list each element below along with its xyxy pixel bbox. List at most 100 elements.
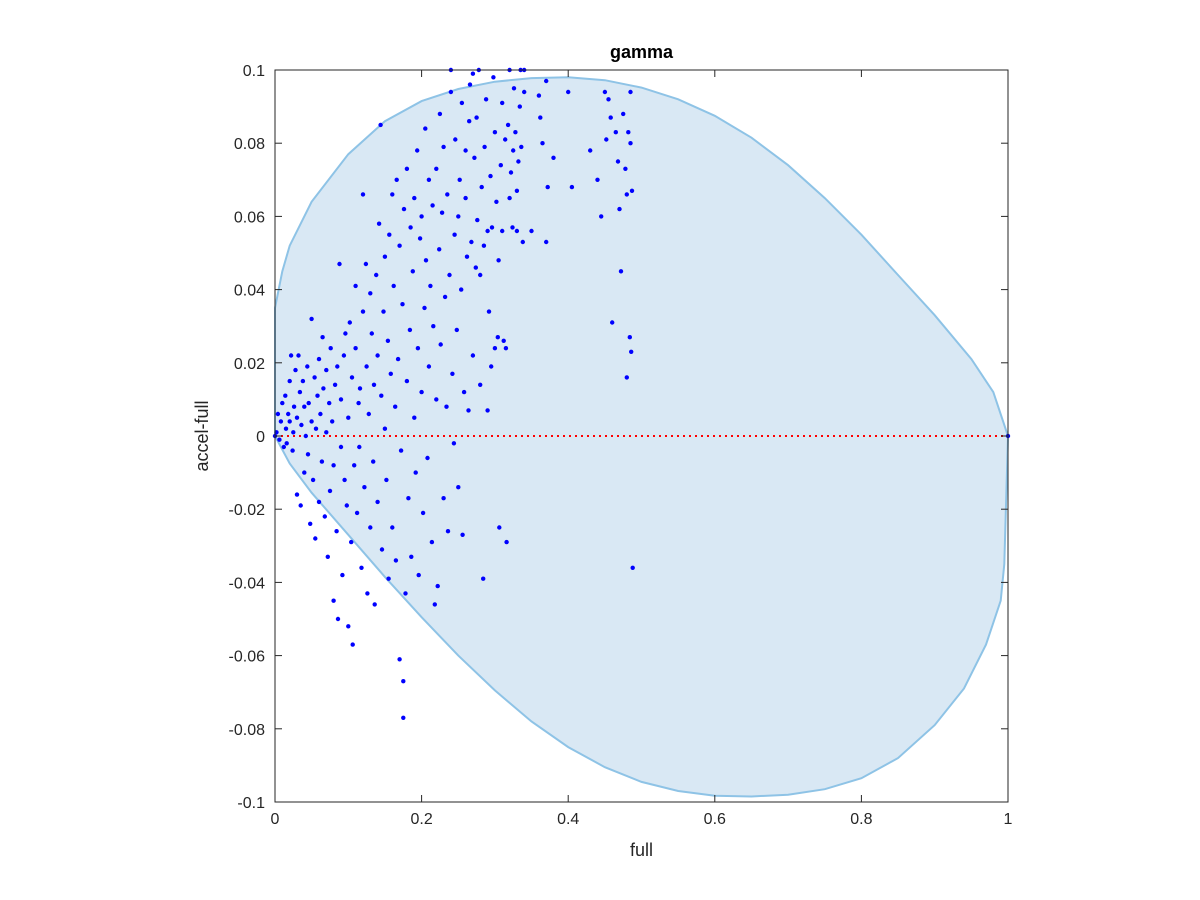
data-point bbox=[438, 342, 443, 347]
data-point bbox=[397, 243, 402, 248]
data-point bbox=[422, 305, 427, 311]
data-point bbox=[375, 353, 380, 358]
data-point bbox=[470, 353, 476, 358]
data-point bbox=[287, 419, 292, 424]
data-point bbox=[604, 137, 609, 142]
data-point bbox=[404, 166, 410, 171]
data-point bbox=[313, 536, 318, 541]
data-point bbox=[338, 444, 344, 450]
data-point bbox=[398, 448, 404, 453]
data-point bbox=[430, 203, 435, 208]
data-point bbox=[520, 239, 525, 245]
data-point bbox=[360, 309, 366, 314]
data-point bbox=[529, 228, 534, 234]
data-point bbox=[617, 206, 622, 212]
data-point bbox=[503, 137, 508, 142]
y-tick-label: -0.02 bbox=[229, 502, 266, 519]
data-point bbox=[403, 591, 408, 596]
data-point bbox=[437, 111, 443, 117]
data-point bbox=[318, 411, 323, 417]
data-point bbox=[286, 411, 291, 417]
data-point bbox=[608, 115, 613, 120]
data-point bbox=[334, 529, 339, 534]
data-point bbox=[415, 148, 420, 153]
y-tick-label: -0.1 bbox=[237, 795, 265, 812]
data-point bbox=[435, 583, 440, 589]
data-point bbox=[335, 364, 340, 369]
data-point bbox=[595, 177, 600, 182]
data-point bbox=[300, 378, 306, 384]
data-point bbox=[503, 346, 509, 351]
data-point bbox=[519, 144, 524, 150]
data-point bbox=[448, 89, 454, 95]
data-point bbox=[354, 510, 360, 516]
y-tick-label: -0.06 bbox=[229, 649, 266, 666]
data-point bbox=[357, 386, 363, 391]
data-point bbox=[322, 514, 327, 519]
data-point bbox=[381, 309, 386, 314]
data-point bbox=[501, 338, 506, 343]
data-point bbox=[275, 411, 281, 417]
data-point bbox=[425, 455, 430, 461]
axis-ticks: 0 0.2 0.4 0.6 0.8 1 -0.1 -0.08 -0.06 -0.04 -0.02 0 0… bbox=[229, 63, 1013, 828]
data-point bbox=[460, 532, 465, 537]
data-point bbox=[469, 239, 474, 245]
data-point bbox=[302, 404, 307, 409]
data-point bbox=[388, 371, 393, 376]
data-point bbox=[478, 272, 483, 278]
data-point bbox=[306, 400, 311, 406]
data-point bbox=[496, 258, 501, 263]
data-point bbox=[394, 177, 399, 182]
data-point bbox=[313, 426, 319, 431]
data-point bbox=[387, 232, 392, 237]
data-point bbox=[412, 195, 417, 201]
data-point bbox=[341, 353, 347, 358]
data-point bbox=[347, 320, 352, 325]
data-point bbox=[400, 302, 405, 307]
data-point bbox=[507, 195, 512, 201]
data-point bbox=[419, 389, 424, 395]
data-point bbox=[522, 89, 527, 95]
data-point bbox=[324, 367, 329, 373]
y-tick-label: 0 bbox=[256, 429, 265, 446]
data-point bbox=[602, 89, 608, 95]
data-point bbox=[382, 426, 388, 431]
data-point bbox=[434, 397, 439, 402]
data-point bbox=[508, 170, 514, 175]
data-point bbox=[459, 100, 465, 106]
data-point bbox=[516, 159, 521, 164]
data-point bbox=[415, 346, 421, 351]
data-point bbox=[410, 269, 415, 274]
data-point bbox=[319, 459, 325, 464]
data-point bbox=[368, 291, 373, 296]
data-point bbox=[498, 163, 503, 168]
data-point bbox=[428, 283, 433, 289]
data-point bbox=[454, 327, 459, 333]
data-point bbox=[514, 228, 520, 234]
data-point bbox=[356, 400, 361, 406]
data-point bbox=[288, 353, 294, 358]
data-point bbox=[342, 477, 347, 483]
data-point bbox=[456, 214, 461, 219]
data-point bbox=[492, 346, 498, 351]
data-point bbox=[457, 177, 462, 182]
y-tick-label: -0.08 bbox=[229, 722, 266, 739]
data-point bbox=[374, 272, 379, 278]
data-point bbox=[369, 331, 374, 336]
data-point bbox=[379, 547, 385, 552]
data-point bbox=[467, 119, 472, 124]
data-point bbox=[277, 437, 282, 442]
data-point bbox=[481, 243, 487, 248]
data-point bbox=[545, 184, 550, 190]
data-point bbox=[629, 188, 635, 193]
data-point bbox=[401, 715, 406, 720]
data-point bbox=[464, 254, 470, 259]
data-point bbox=[621, 111, 626, 117]
y-axis-label: accel-full bbox=[192, 400, 212, 471]
data-point bbox=[429, 539, 435, 545]
data-point bbox=[397, 657, 402, 662]
data-point bbox=[445, 192, 450, 197]
data-point bbox=[365, 591, 370, 596]
data-point bbox=[497, 525, 502, 530]
data-point bbox=[331, 598, 336, 603]
